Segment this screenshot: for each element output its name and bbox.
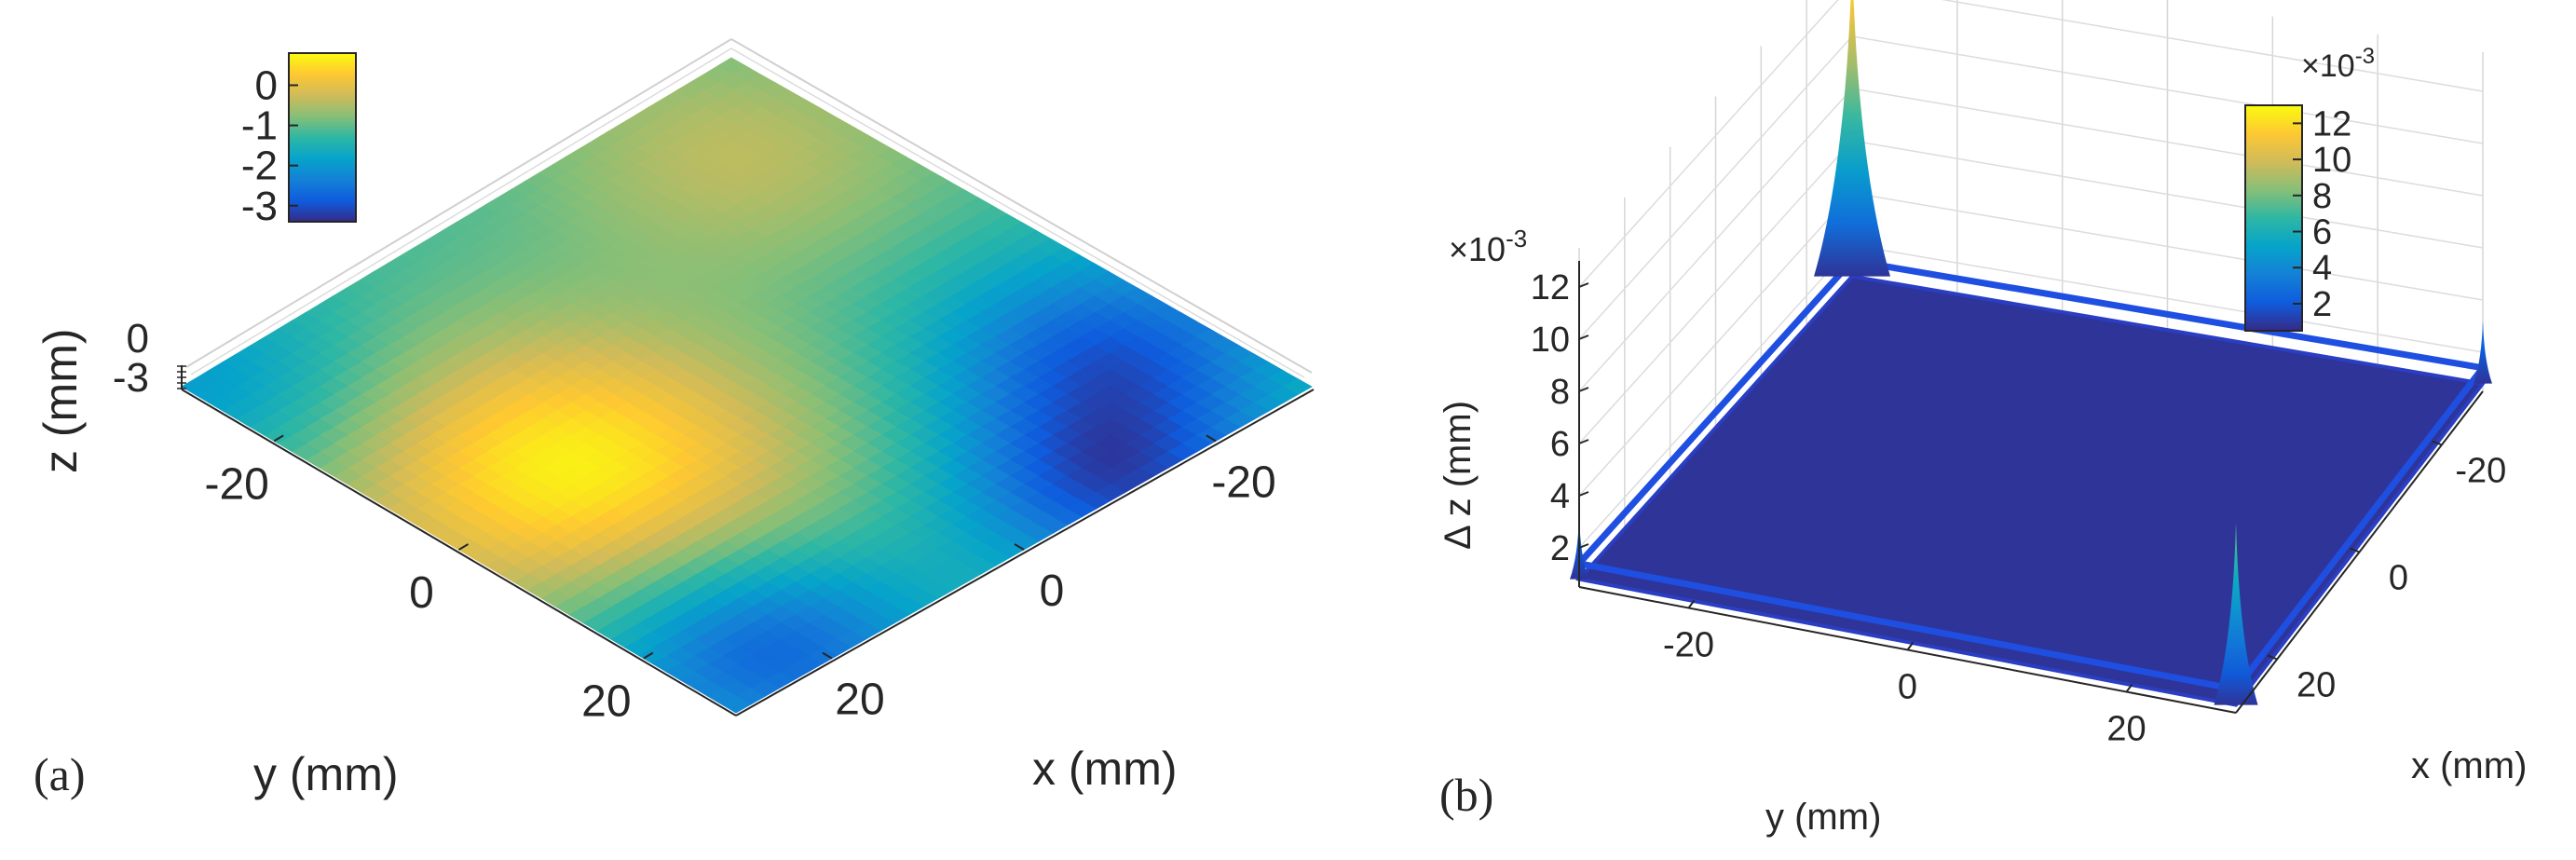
- y-tick-label-b: 20: [2106, 710, 2146, 749]
- x-tick-label-b: 0: [2389, 559, 2408, 598]
- x-tick-label-b: 20: [2297, 666, 2336, 705]
- x-axis-label-b: x (mm): [2411, 745, 2527, 786]
- z-tick-label-b: 12: [1531, 268, 1570, 307]
- x-tick-label-a: 20: [835, 676, 884, 725]
- y-axis-label-a: y (mm): [253, 748, 399, 800]
- colorbar-a-bar: [288, 52, 357, 223]
- z-tick-label-b: 10: [1531, 321, 1570, 360]
- colorbar-b-tick-label: 12: [2312, 104, 2351, 143]
- x-tick-mark-b: [2432, 440, 2443, 446]
- z-tick-label-b: 6: [1550, 425, 1570, 464]
- colorbar-a: 0-1-2-3: [241, 52, 357, 229]
- x-axis-line-a: [735, 389, 1315, 717]
- z-multiplier-b: ×10-3: [1449, 225, 1527, 268]
- z-tick-mark-b: [1578, 439, 1589, 444]
- y-tick-mark-b: [2125, 683, 2133, 693]
- x-tick-mark-b: [2350, 547, 2360, 553]
- y-tick-mark-b: [1906, 641, 1915, 651]
- x-axis-label-a: x (mm): [1032, 743, 1178, 795]
- grid-line-a: [185, 38, 732, 368]
- x-tick-label-b: -20: [2455, 452, 2506, 491]
- surface-b-rim: [2232, 364, 2487, 693]
- x-tick-label-a: 0: [1040, 567, 1065, 616]
- y-tick-label-a: 20: [581, 677, 631, 727]
- x-tick-mark-a: [1206, 434, 1217, 443]
- x-tick-label-a: -20: [1211, 457, 1275, 507]
- grid-lines-a: [185, 38, 1313, 378]
- z-tick-labels-a: 0-3: [113, 316, 186, 401]
- surface-b-floor: [1575, 274, 2487, 707]
- x-tick-mark-b: [2267, 654, 2278, 661]
- surface-b-rim: [1575, 257, 1856, 567]
- surface-b-peak: [1814, 0, 1890, 277]
- y-tick-label-a: 0: [409, 568, 434, 618]
- z-tick-labels-b: 2 4 6 8 10 12: [1531, 268, 1589, 568]
- x-tick-mark-a: [822, 651, 833, 660]
- surface-mesh-b: [1570, 0, 2492, 707]
- colorbar-b-multiplier: ×10-3: [2301, 44, 2375, 84]
- colorbar-a-ticks: 0-1-2-3: [241, 62, 298, 229]
- surface-b-peak: [2474, 321, 2492, 384]
- colorbar-b-tick-label: 8: [2312, 177, 2332, 216]
- y-tick-mark-a: [643, 651, 654, 660]
- z-tick-label-b: 2: [1550, 529, 1570, 568]
- grid-line-a: [730, 38, 1313, 374]
- surface-b-peak: [2214, 522, 2258, 705]
- z-tick-mark-b: [1578, 387, 1589, 392]
- x-tick-labels-b: -20 0 20: [2267, 440, 2506, 705]
- grid-line-b: [1578, 0, 2484, 288]
- y-tick-label-b: 0: [1898, 668, 1917, 707]
- colorbar-b-tick-label: 2: [2312, 285, 2332, 324]
- y-tick-mark-a: [457, 543, 470, 551]
- y-tick-mark-b: [1687, 599, 1696, 609]
- colorbar-a-tick-label: -2: [241, 143, 278, 189]
- z-tick-mark-b: [1578, 282, 1589, 288]
- y-axis-label-b: y (mm): [1765, 797, 1881, 838]
- panel-label-b: (b): [1439, 769, 1493, 821]
- y-tick-mark-a: [273, 434, 284, 443]
- y-axis-line-a: [181, 389, 737, 717]
- surface-b-rim: [1848, 257, 2487, 372]
- z-tick-mark-b: [1578, 491, 1589, 497]
- x-tick-mark-a: [1014, 543, 1025, 551]
- z-tick-mark-b: [1578, 543, 1589, 549]
- y-tick-labels-a: -20 0 20: [204, 434, 654, 727]
- colorbar-a-tick-label: 0: [255, 62, 278, 108]
- y-tick-label-b: -20: [1663, 626, 1714, 665]
- z-axis-label-a: z (mm): [34, 329, 87, 474]
- colorbar-a-tick-label: -1: [241, 103, 278, 149]
- colorbar-b-bar: [2244, 104, 2303, 332]
- z-tick-mark-b: [1578, 334, 1589, 340]
- z-tick-label-a: 0: [127, 316, 149, 362]
- panel-label-a: (a): [34, 748, 86, 800]
- grid-line-a: [190, 48, 732, 375]
- z-tick-label-a: -3: [113, 355, 149, 401]
- grid-line-a: [730, 48, 1305, 378]
- z-tick-label-b: 4: [1550, 477, 1570, 516]
- y-tick-labels-b: -20 0 20: [1663, 599, 2147, 749]
- x-tick-labels-a: -20 0 20: [822, 434, 1276, 725]
- surface-a-patch: [721, 696, 752, 714]
- y-tick-label-a: -20: [204, 459, 268, 509]
- surface-b-rim: [1575, 560, 2240, 693]
- surface-mesh-a: [181, 57, 1313, 714]
- z-axis-label-b: Δ z (mm): [1438, 401, 1479, 550]
- colorbar-a-tick-label: -3: [241, 184, 278, 229]
- colorbar-b-tick-label: 10: [2312, 141, 2351, 180]
- z-tick-label-b: 8: [1550, 373, 1570, 412]
- colorbar-b-tick-label: 4: [2312, 249, 2332, 288]
- colorbar-b-tick-label: 6: [2312, 213, 2332, 253]
